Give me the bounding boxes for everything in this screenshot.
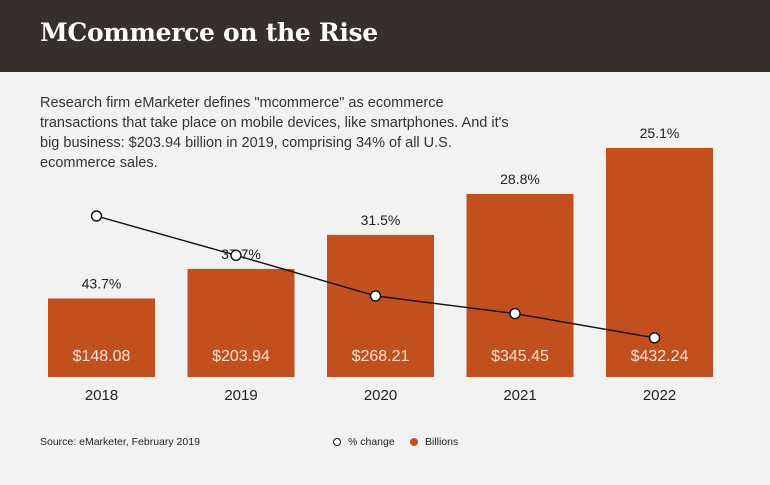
bar-2020 [327,234,434,377]
line-point-2019 [230,249,242,262]
bar-value-label-2021: $345.45 [491,348,549,365]
x-tick-label-2022: 2022 [643,387,676,404]
bar-value-label-2022: $432.24 [631,348,689,365]
bar-2018 [48,298,155,377]
x-tick-label-2020: 2020 [364,387,397,404]
line-point-2020 [369,290,382,302]
bar-value-label-2020: $268.21 [352,348,410,365]
bar-value-label-2018: $148.08 [73,348,131,365]
percent-label-2022: 25.1% [640,125,680,141]
bar-2022 [606,147,713,377]
percent-label-2018: 43.7% [82,276,122,292]
legend-label-billions: Billions [425,436,459,448]
percent-label-2020: 31.5% [361,212,401,228]
bar-2021 [466,193,574,377]
bar-2019 [187,268,295,377]
percent-label-2021: 28.8% [500,171,540,187]
legend-dot-icon [410,438,418,446]
page-title: MCommerce on the Rise [40,18,378,47]
line-point-2022 [648,332,661,344]
line-point-2018 [90,210,103,222]
x-tick-label-2019: 2019 [224,387,257,404]
line-point-2021 [509,307,521,320]
legend-label-percent-change: % change [348,436,395,448]
header-bar: MCommerce on the Rise [0,0,770,72]
bar-value-label-2019: $203.94 [212,348,270,365]
legend-circle-icon [333,438,341,446]
source-note: Source: eMarketer, February 2019 [40,436,200,448]
legend-item-billions: Billions [410,436,458,448]
x-tick-label-2021: 2021 [503,387,536,404]
chart-description: Research firm eMarketer defines "mcommer… [40,95,509,171]
x-tick-label-2018: 2018 [85,387,118,404]
legend-item-percent-change: % change [333,436,395,448]
